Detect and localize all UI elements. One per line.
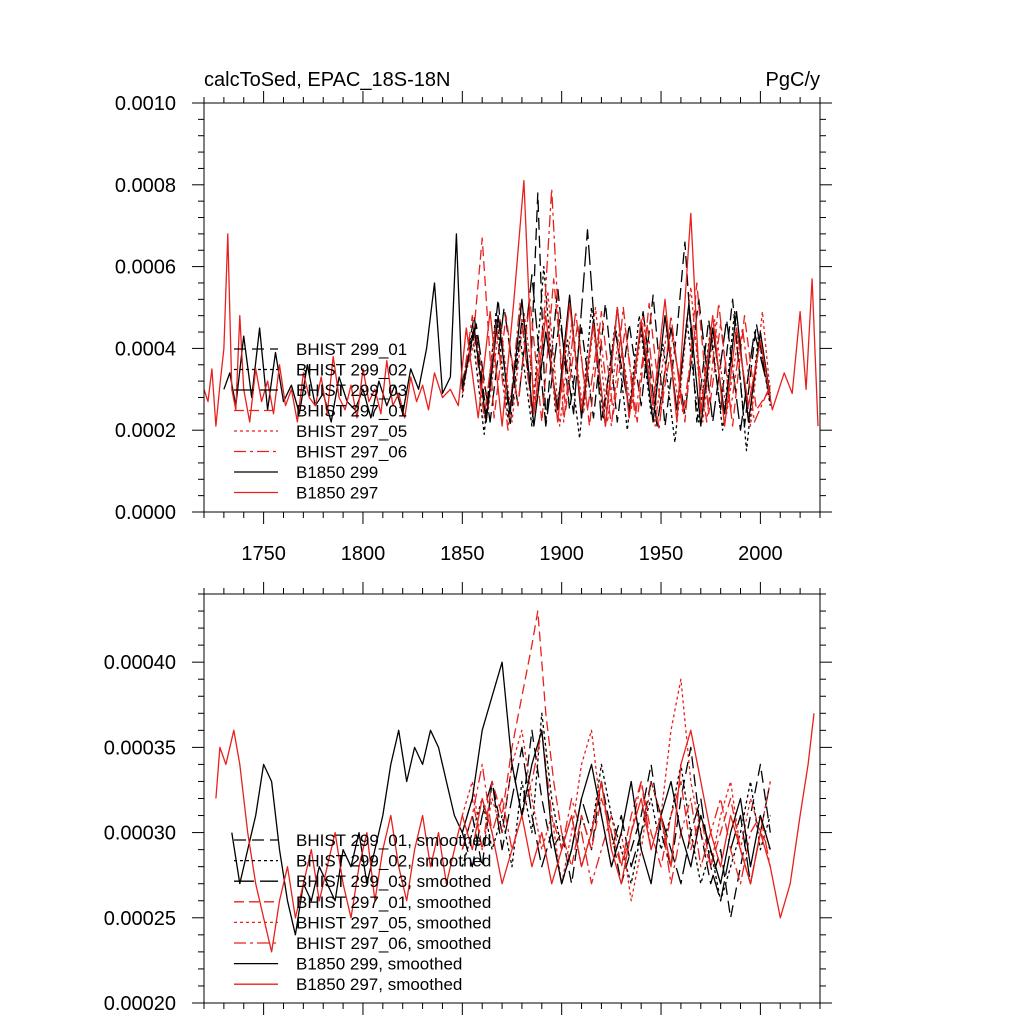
legend-label: B1850 297 (296, 484, 378, 503)
top-panel: calcToSed, EPAC_18S-18N PgC/y 1750 1800 18… (115, 69, 832, 565)
legend-label: BHIST 297_01, smoothed (296, 893, 491, 912)
x-tick-label: 1950 (639, 543, 684, 565)
series-line-b1850-299 (223, 233, 771, 427)
legend-label: BHIST 299_02, smoothed (296, 852, 491, 871)
series-line-bhist-299-03-smoothed (461, 746, 771, 902)
series-line-bhist-297-06 (461, 188, 771, 431)
series-line-b1850-297-smoothed (215, 713, 815, 953)
y-tick-label: 0.00030 (104, 823, 176, 845)
legend: BHIST 299_01, smoothed BHIST 299_02, smoo… (234, 831, 491, 994)
series-line-bhist-297-05-smoothed (461, 678, 771, 902)
legend-label: BHIST 297_05, smoothed (296, 913, 491, 932)
y-tick-label: 0.0002 (115, 420, 176, 442)
y-tick-label: 0.00035 (104, 737, 176, 759)
legend-label: BHIST 299_03, smoothed (296, 872, 491, 891)
series-line-b1850-299-smoothed (231, 661, 771, 936)
series-group (204, 180, 819, 452)
legend-label: BHIST 297_01 (296, 402, 407, 421)
legend-label: BHIST 297_05 (296, 422, 407, 441)
series-line-bhist-297-05 (461, 286, 771, 427)
legend-label: BHIST 299_01 (296, 340, 407, 359)
x-tick-label: 1750 (241, 543, 286, 565)
y-tick-label: 0.0004 (115, 338, 176, 360)
legend-label: BHIST 299_03 (296, 381, 407, 400)
legend-label: BHIST 299_01, smoothed (296, 831, 491, 850)
bottom-panel: 0.00020 0.00025 0.00030 0.00035 0.00040 BHIST… (104, 582, 832, 1015)
legend-label: B1850 299, smoothed (296, 955, 462, 974)
legend-label: B1850 299 (296, 463, 378, 482)
x-tick-label: 1800 (341, 543, 386, 565)
y-tick-label: 0.00025 (104, 908, 176, 930)
y-tick-label: 0.0000 (115, 502, 176, 524)
legend-label: BHIST 299_02 (296, 361, 407, 380)
top-panel-units: PgC/y (766, 69, 820, 91)
series-line-bhist-297-01-smoothed (461, 610, 771, 885)
top-panel-title: calcToSed, EPAC_18S-18N (204, 69, 450, 91)
y-tick-label: 0.0006 (115, 257, 176, 279)
series-line-b1850-297 (204, 180, 819, 427)
legend-label: B1850 297, smoothed (296, 975, 462, 994)
x-tick-label: 1900 (539, 543, 584, 565)
x-tick-label: 2000 (738, 543, 783, 565)
plot-frame (203, 102, 821, 513)
y-tick-label: 0.00020 (104, 993, 176, 1015)
y-tick-label: 0.00040 (104, 652, 176, 674)
legend-label: BHIST 297_06 (296, 443, 407, 462)
x-tick-label: 1850 (440, 543, 485, 565)
series-group (215, 610, 815, 953)
y-tick-label: 0.0008 (115, 175, 176, 197)
y-tick-label: 0.0010 (115, 93, 176, 115)
legend-label: BHIST 297_06, smoothed (296, 934, 491, 953)
